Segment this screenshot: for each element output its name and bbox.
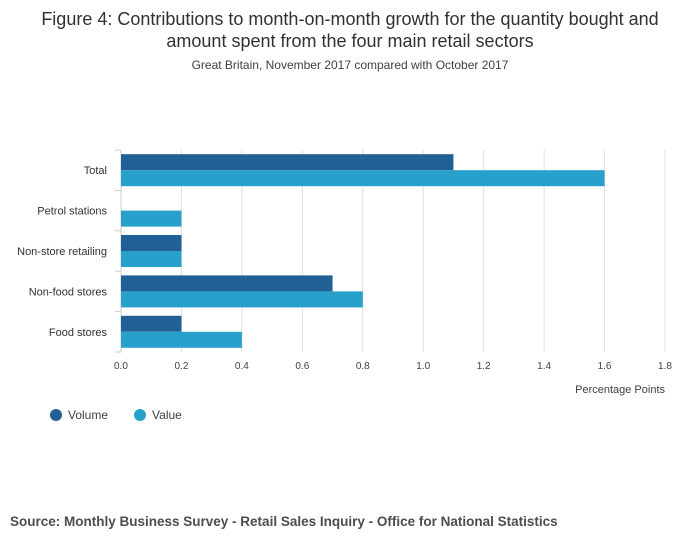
x-tick-label: 1.2 (477, 361, 491, 372)
bar-value[interactable] (121, 251, 182, 267)
chart-title: Figure 4: Contributions to month-on-mont… (41, 9, 659, 51)
legend-label-value: Value (152, 408, 182, 422)
bar-volume[interactable] (121, 235, 182, 251)
bar-value[interactable] (121, 291, 363, 308)
category-label: Petrol stations (37, 206, 107, 218)
bar-volume[interactable] (121, 154, 454, 171)
x-tick-label: 1.0 (416, 361, 430, 372)
category-label: Food stores (49, 327, 108, 339)
bar-volume[interactable] (121, 275, 333, 292)
labels: 0.0 0.2 0.4 0.6 0.8 1.0 1.2 1.4 1.6 1.8 Total Petro… (17, 165, 672, 396)
category-label: Non-food stores (29, 286, 108, 298)
x-tick-label: 0.0 (114, 361, 128, 372)
chart-subtitle: Great Britain, November 2017 compared wi… (191, 58, 509, 72)
bar-value[interactable] (121, 170, 605, 187)
category-label: Total (84, 165, 107, 177)
x-tick-label: 1.8 (658, 361, 672, 372)
legend-item-volume[interactable]: Volume (50, 408, 108, 422)
x-tick-label: 0.6 (295, 361, 309, 372)
legend-dot-value-icon (134, 409, 147, 421)
bars (121, 154, 605, 348)
legend-dot-volume-icon (50, 409, 62, 421)
x-tick-label: 0.2 (174, 361, 188, 372)
x-axis-title: Percentage Points (575, 384, 665, 396)
bar-volume[interactable] (121, 315, 182, 332)
legend: Volume Value (50, 408, 182, 422)
category-label: Non-store retailing (17, 246, 107, 258)
x-tick-label: 0.8 (356, 361, 370, 372)
source-note: Source: Monthly Business Survey - Retail… (10, 514, 558, 529)
x-tick-label: 1.4 (537, 361, 551, 372)
bar-chart: 0.0 0.2 0.4 0.6 0.8 1.0 1.2 1.4 1.6 1.8 Total Petro… (17, 149, 672, 396)
x-tick-label: 0.4 (235, 361, 249, 372)
legend-label-volume: Volume (68, 408, 109, 422)
legend-item-value[interactable]: Value (134, 408, 182, 422)
x-tick-label: 1.6 (598, 361, 612, 372)
bar-value[interactable] (121, 331, 242, 348)
bar-value[interactable] (121, 210, 182, 227)
